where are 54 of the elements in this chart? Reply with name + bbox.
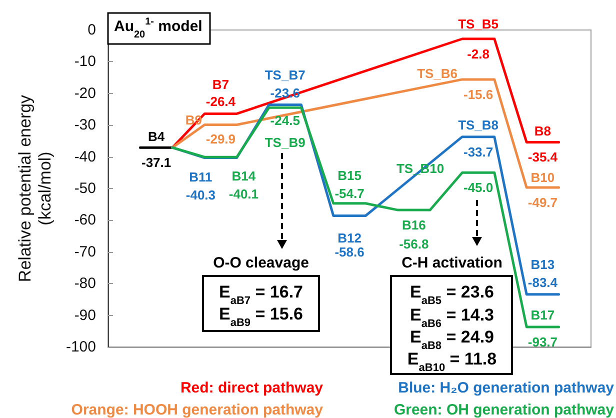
y-tick-label: -70 (74, 243, 96, 260)
text: Blue: H₂O generation pathway (398, 380, 615, 396)
data-label: -40.1 (228, 186, 259, 202)
annotation: B17 (530, 308, 555, 323)
annotation: TS_B9 (264, 135, 306, 150)
line-series (171, 106, 560, 328)
annotation: B10 (530, 170, 555, 186)
y-tick-label: -40 (74, 148, 96, 166)
data-label: -54.7 (334, 186, 364, 201)
annotation: TS_B6 (417, 66, 458, 81)
data-label: -83.4 (528, 274, 558, 290)
annotation: B13 (530, 256, 555, 272)
annotation: TS_B5 (458, 16, 499, 32)
annotation: B8 (534, 124, 552, 139)
y-tick-label: -20 (74, 84, 96, 102)
text: Orange: HOOH generation pathway (71, 402, 324, 418)
data-label: -93.7 (528, 334, 558, 350)
y-tick-label: -100 (66, 338, 96, 356)
annotation: B4 (148, 129, 166, 144)
data-label: -33.7 (463, 144, 494, 160)
text: Red: direct pathway (180, 380, 324, 396)
annotation: TS_B8 (458, 117, 499, 132)
data-label: -40.3 (186, 187, 216, 202)
annotation: B15 (338, 168, 362, 183)
annotation: C-H activation (402, 254, 502, 272)
data-label: -35.4 (528, 150, 558, 165)
y-tick-label: -10 (74, 53, 96, 70)
line-series (171, 38, 560, 149)
data-label: -2.8 (467, 46, 490, 62)
data-label: -29.9 (206, 131, 236, 146)
y-tick-label: -80 (74, 275, 96, 292)
annotation: B16 (402, 218, 426, 233)
data-label: -15.6 (463, 86, 494, 102)
data-label: -23.6 (270, 85, 300, 100)
data-label: -58.6 (334, 244, 364, 260)
data-label: -24.5 (270, 113, 300, 128)
y-axis-title: Relative potential energy (kcal/mol) (16, 94, 55, 282)
data-label: -26.4 (206, 94, 236, 110)
data-label: -37.1 (141, 155, 172, 170)
annotation: B11 (189, 169, 212, 184)
annotation: B7 (212, 77, 230, 92)
y-tick-label: -90 (74, 306, 96, 324)
y-tick-label: -60 (74, 212, 96, 229)
y-tick-label: 0 (88, 22, 96, 38)
y-tick-label: -30 (74, 116, 96, 134)
y-tick-label: -50 (74, 180, 96, 197)
annotation: B14 (232, 168, 256, 184)
annotation: TS_B7 (264, 67, 306, 82)
data-label: -49.7 (528, 195, 558, 210)
data-label: -45.0 (463, 180, 494, 196)
annotation: O-O cleavage (213, 254, 309, 272)
annotation: B12 (338, 230, 362, 246)
text: Green: OH generation pathway (394, 402, 615, 418)
data-label: -56.8 (399, 236, 429, 252)
